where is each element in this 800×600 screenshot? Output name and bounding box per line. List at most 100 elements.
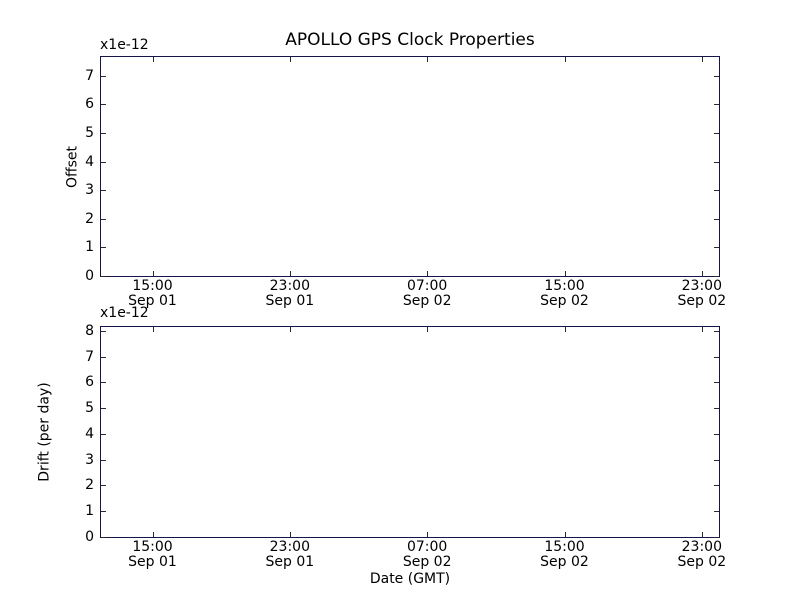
y-tick-mark — [714, 330, 719, 332]
x-tick-mark — [289, 271, 291, 276]
y-tick-mark — [101, 247, 106, 249]
y-tick-label: 7 — [85, 67, 94, 84]
x-tick-mark — [701, 57, 703, 62]
x-tick-time: 07:00 — [406, 539, 448, 555]
x-tick-date: Sep 01 — [265, 554, 315, 570]
y-tick-mark — [714, 382, 719, 384]
y-tick-label: 5 — [85, 125, 94, 142]
y-tick-label: 1 — [85, 239, 94, 256]
y-tick-label: 4 — [85, 425, 94, 442]
x-tick-time: 15:00 — [544, 539, 585, 555]
y-tick-mark — [714, 537, 719, 538]
y-tick-mark — [714, 161, 719, 163]
y-tick-mark — [101, 276, 106, 277]
x-tick-mark — [289, 327, 291, 332]
y-tick-mark — [101, 330, 106, 332]
y-tick-mark — [101, 537, 106, 538]
offset-axes-exponent-label: x1e-12 — [100, 37, 149, 53]
y-tick-mark — [714, 459, 719, 461]
x-tick-label: 15:00 Sep 01 — [128, 537, 177, 570]
x-tick-time: 23:00 — [269, 539, 310, 555]
y-tick-mark — [101, 408, 106, 410]
x-tick-mark — [564, 271, 566, 276]
x-tick-time: 15:00 — [544, 278, 585, 294]
x-tick-time: 15:00 — [132, 278, 173, 294]
y-tick-mark — [714, 75, 719, 77]
x-tick-mark — [152, 327, 154, 332]
y-tick-label: 2 — [85, 210, 94, 227]
x-tick-mark — [564, 57, 566, 62]
x-tick-mark — [564, 532, 566, 537]
x-tick-label: 23:00 Sep 01 — [266, 537, 315, 570]
y-tick-mark — [101, 485, 106, 487]
x-tick-date: Sep 02 — [540, 554, 589, 570]
y-tick-label: 8 — [85, 322, 94, 339]
y-tick-mark — [101, 218, 106, 220]
x-tick-mark — [427, 327, 429, 332]
y-tick-label: 2 — [85, 477, 94, 494]
drift-axes-exponent-label: x1e-12 — [100, 305, 149, 321]
y-tick-mark — [101, 104, 106, 106]
y-tick-mark — [101, 433, 106, 435]
x-tick-date: Sep 02 — [402, 554, 452, 570]
x-tick-label: 23:00 Sep 02 — [678, 537, 727, 570]
x-tick-mark — [152, 271, 154, 276]
x-tick-date: Sep 02 — [402, 293, 452, 309]
x-tick-label: 07:00 Sep 02 — [403, 537, 452, 570]
x-tick-time: 23:00 — [681, 539, 722, 555]
y-tick-label: 3 — [85, 451, 94, 468]
y-tick-mark — [714, 104, 719, 106]
x-tick-date: Sep 01 — [265, 293, 315, 309]
x-tick-label: 15:00 Sep 02 — [540, 537, 589, 570]
x-tick-mark — [427, 532, 429, 537]
x-axis-label: Date (GMT) — [369, 571, 451, 587]
y-tick-mark — [101, 511, 106, 513]
y-tick-mark — [101, 161, 106, 163]
x-tick-mark — [152, 57, 154, 62]
y-tick-mark — [101, 459, 106, 461]
x-tick-time: 23:00 — [681, 278, 722, 294]
x-tick-mark — [701, 532, 703, 537]
x-tick-date: Sep 01 — [128, 554, 177, 570]
x-tick-label: 07:00 Sep 02 — [403, 276, 452, 309]
x-tick-label: 23:00 Sep 01 — [266, 276, 315, 309]
y-tick-mark — [714, 247, 719, 249]
y-tick-label: 7 — [85, 348, 94, 365]
x-tick-date: Sep 01 — [128, 293, 177, 309]
y-tick-mark — [101, 382, 106, 384]
x-tick-mark — [289, 532, 291, 537]
y-tick-label: 3 — [85, 182, 94, 199]
x-tick-time: 23:00 — [269, 278, 310, 294]
x-tick-mark — [427, 57, 429, 62]
y-tick-mark — [714, 218, 719, 220]
y-tick-mark — [714, 485, 719, 487]
y-tick-mark — [714, 190, 719, 192]
y-tick-label: 6 — [85, 374, 94, 391]
x-tick-mark — [289, 57, 291, 62]
x-tick-label: 23:00 Sep 02 — [678, 276, 727, 309]
x-tick-date: Sep 02 — [677, 554, 727, 570]
y-tick-label: 0 — [85, 529, 94, 545]
y-tick-label: 6 — [85, 96, 94, 113]
x-tick-date: Sep 02 — [540, 293, 589, 309]
y-tick-label: 1 — [85, 503, 94, 520]
drift-axes-plot-area: 0 1 2 3 4 5 6 7 8 15:00 Sep 01 23:00 Sep 01 07:00 Sep … — [85, 324, 726, 570]
y-tick-mark — [101, 190, 106, 192]
chart-title: APOLLO GPS Clock Properties — [285, 30, 535, 50]
y-tick-mark — [714, 133, 719, 135]
offset-axes-ylabel: Offset — [64, 145, 81, 189]
x-tick-label: 15:00 Sep 02 — [540, 276, 589, 309]
y-tick-mark — [714, 433, 719, 435]
x-tick-mark — [701, 327, 703, 332]
x-tick-time: 07:00 — [406, 278, 448, 294]
y-tick-mark — [101, 356, 106, 358]
y-tick-mark — [714, 356, 719, 358]
x-tick-time: 15:00 — [132, 539, 173, 555]
y-tick-mark — [714, 276, 719, 277]
x-tick-mark — [564, 327, 566, 332]
y-tick-mark — [714, 408, 719, 410]
x-tick-mark — [152, 532, 154, 537]
y-tick-label: 5 — [85, 400, 94, 417]
offset-axes-plot-area: 0 1 2 3 4 5 6 7 15:00 Sep 01 23:00 Sep 01 07:00 Sep 0… — [85, 56, 726, 309]
